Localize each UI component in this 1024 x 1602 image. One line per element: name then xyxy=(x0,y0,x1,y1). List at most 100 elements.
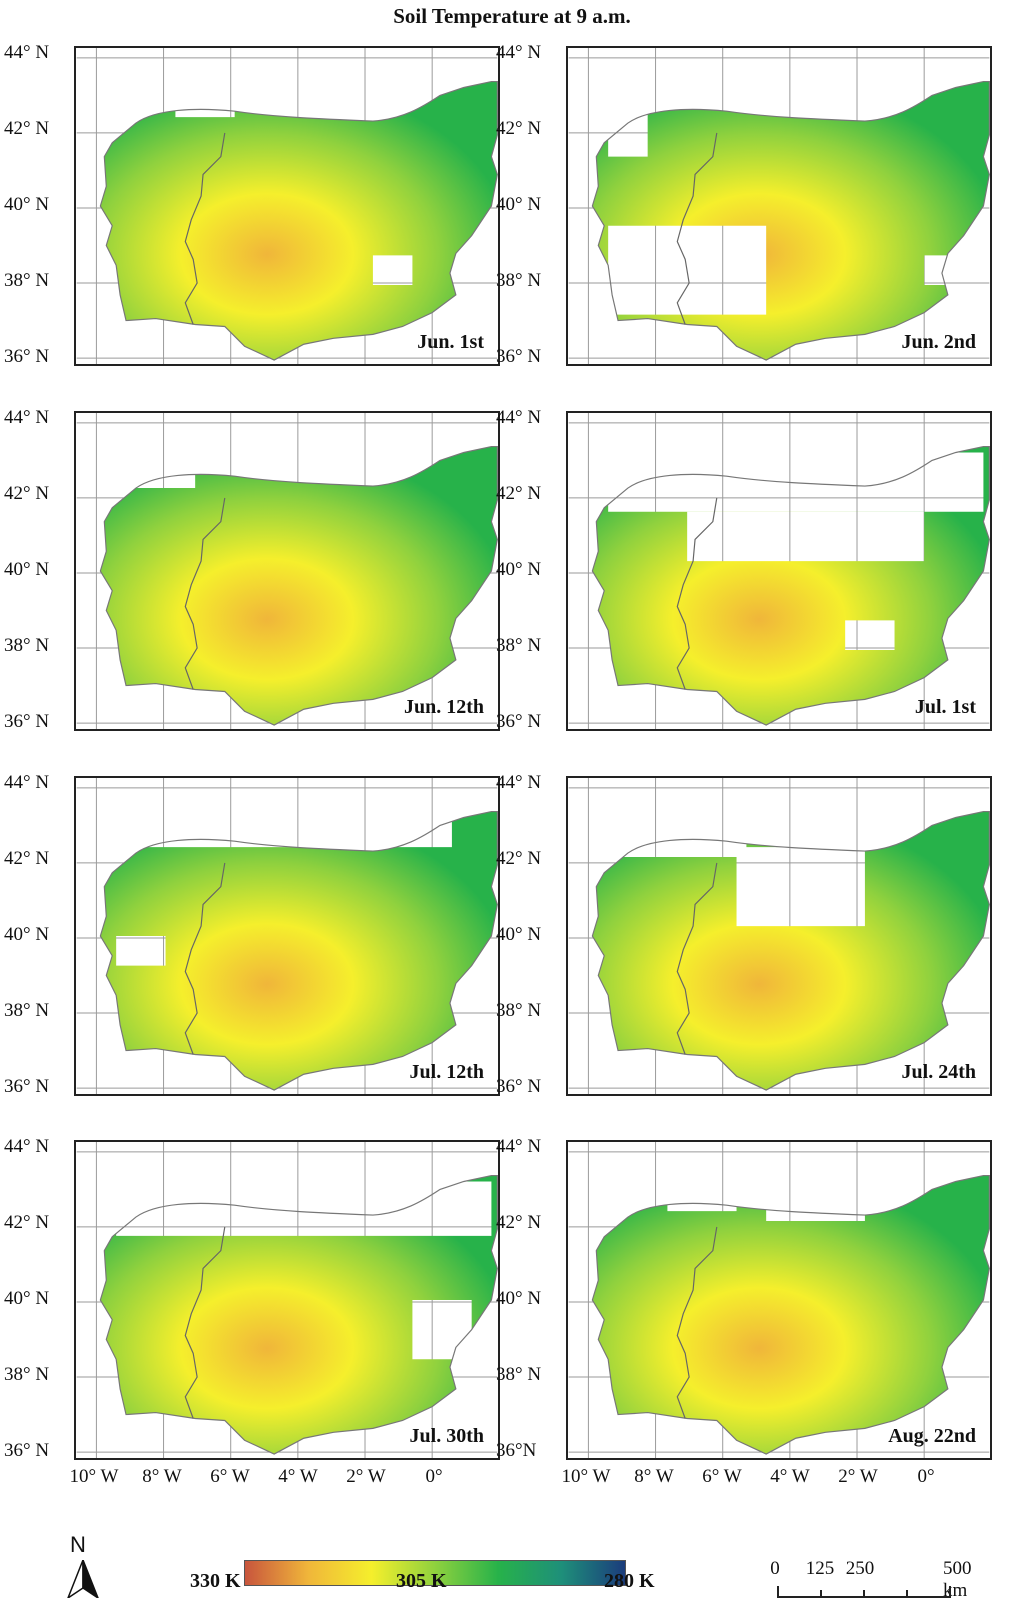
scale-label-250: 250 xyxy=(845,1558,875,1579)
latitude-tick-label: 38° N xyxy=(496,635,542,656)
scale-bar xyxy=(777,1586,951,1598)
scale-label-125: 125 xyxy=(805,1558,835,1579)
latitude-tick-label: 38° N xyxy=(496,270,542,291)
latitude-tick-label: 42° N xyxy=(4,118,50,139)
latitude-tick-label: 44° N xyxy=(496,42,542,63)
colorbar xyxy=(244,1560,626,1586)
country-border xyxy=(184,497,226,690)
scale-label-500: 500 km xyxy=(943,1558,972,1601)
panel-date-label: Jul. 12th xyxy=(409,1061,484,1083)
latitude-tick-label: 40° N xyxy=(4,1288,50,1309)
longitude-tick-label: 10° W xyxy=(69,1466,119,1487)
temperature-field xyxy=(100,1175,498,1455)
map-panel: Aug. 22nd xyxy=(566,1140,992,1460)
map-panel: Jun. 1st xyxy=(74,46,500,366)
figure-title: Soil Temperature at 9 a.m. xyxy=(393,4,631,28)
latitude-tick-label: 42° N xyxy=(496,483,542,504)
coastline xyxy=(99,1174,498,1455)
panel-date-label: Jul. 30th xyxy=(409,1425,484,1447)
latitude-tick-label: 36° N xyxy=(4,1440,50,1461)
panel-date-label: Jun. 1st xyxy=(417,331,484,353)
latitude-tick-label: 44° N xyxy=(496,1136,542,1157)
longitude-tick-label: 0° xyxy=(917,1466,935,1487)
latitude-tick-label: 42° N xyxy=(4,848,50,869)
map-svg xyxy=(76,413,498,729)
latitude-tick-label: 42° N xyxy=(4,483,50,504)
latitude-tick-label: 40° N xyxy=(4,559,50,580)
map-svg xyxy=(568,1142,990,1458)
temperature-field xyxy=(100,811,498,1091)
longitude-tick-label: 4° W xyxy=(278,1466,318,1487)
latitude-tick-label: 44° N xyxy=(496,772,542,793)
coastline xyxy=(99,80,498,361)
country-border xyxy=(676,132,718,325)
colorbar-min-label: 330 K xyxy=(190,1570,241,1592)
longitude-tick-label: 4° W xyxy=(770,1466,810,1487)
latitude-tick-label: 44° N xyxy=(4,42,50,63)
longitude-tick-label: 8° W xyxy=(142,1466,182,1487)
latitude-tick-label: 44° N xyxy=(4,1136,50,1157)
latitude-tick-label: 38° N xyxy=(4,635,50,656)
latitude-tick-label: 42° N xyxy=(496,848,542,869)
country-border xyxy=(676,862,718,1055)
map-panel: Jul. 30th xyxy=(74,1140,500,1460)
country-border xyxy=(184,132,226,325)
panel-date-label: Jul. 24th xyxy=(901,1061,976,1083)
coastline xyxy=(591,810,990,1091)
latitude-tick-label: 36° N xyxy=(496,346,542,367)
scale-label-0: 0 xyxy=(770,1558,780,1579)
coastline xyxy=(99,810,498,1091)
map-panel: Jul. 12th xyxy=(74,776,500,1096)
latitude-tick-label: 38° N xyxy=(4,270,50,291)
coastline xyxy=(99,445,498,726)
latitude-tick-label: 36° N xyxy=(4,711,50,732)
longitude-tick-label: 2° W xyxy=(346,1466,386,1487)
map-svg xyxy=(76,1142,498,1458)
country-border xyxy=(184,1226,226,1419)
country-border xyxy=(676,1226,718,1419)
latitude-tick-label: 36° N xyxy=(4,1076,50,1097)
longitude-tick-label: 0° xyxy=(425,1466,443,1487)
map-svg xyxy=(568,48,990,364)
colorbar-mid-label: 305 K xyxy=(396,1570,447,1592)
latitude-tick-label: 38° N xyxy=(4,1364,50,1385)
map-svg xyxy=(568,413,990,729)
latitude-tick-label: 40° N xyxy=(496,1288,542,1309)
country-border xyxy=(184,862,226,1055)
map-svg xyxy=(76,48,498,364)
latitude-tick-label: 44° N xyxy=(496,407,542,428)
latitude-tick-label: 36°N xyxy=(496,1440,537,1461)
latitude-tick-label: 38° N xyxy=(496,1000,542,1021)
latitude-tick-label: 38° N xyxy=(4,1000,50,1021)
map-panel: Jun. 2nd xyxy=(566,46,992,366)
longitude-tick-label: 2° W xyxy=(838,1466,878,1487)
temperature-field xyxy=(100,81,498,361)
panel-date-label: Jun. 12th xyxy=(403,696,484,718)
latitude-tick-label: 44° N xyxy=(4,407,50,428)
coastline xyxy=(591,1174,990,1455)
latitude-tick-label: 40° N xyxy=(496,559,542,580)
country-border xyxy=(676,497,718,690)
panel-date-label: Jul. 1st xyxy=(914,696,976,718)
temperature-field xyxy=(100,446,498,726)
latitude-tick-label: 40° N xyxy=(4,194,50,215)
longitude-tick-label: 8° W xyxy=(634,1466,674,1487)
longitude-tick-label: 10° W xyxy=(561,1466,611,1487)
latitude-tick-label: 36° N xyxy=(496,711,542,732)
latitude-tick-label: 42° N xyxy=(4,1212,50,1233)
colorbar-max-label: 280 K xyxy=(604,1570,655,1592)
temperature-field xyxy=(592,811,990,1091)
latitude-tick-label: 42° N xyxy=(496,1212,542,1233)
latitude-tick-label: 36° N xyxy=(496,1076,542,1097)
latitude-tick-label: 40° N xyxy=(496,924,542,945)
longitude-tick-label: 6° W xyxy=(702,1466,742,1487)
north-arrow-icon xyxy=(67,1560,99,1598)
map-panel: Jun. 12th xyxy=(74,411,500,731)
latitude-tick-label: 38° N xyxy=(496,1364,542,1385)
latitude-tick-label: 44° N xyxy=(4,772,50,793)
latitude-tick-label: 40° N xyxy=(4,924,50,945)
latitude-tick-label: 42° N xyxy=(496,118,542,139)
coastline xyxy=(591,445,990,726)
longitude-tick-label: 6° W xyxy=(210,1466,250,1487)
north-letter: N xyxy=(70,1532,86,1557)
